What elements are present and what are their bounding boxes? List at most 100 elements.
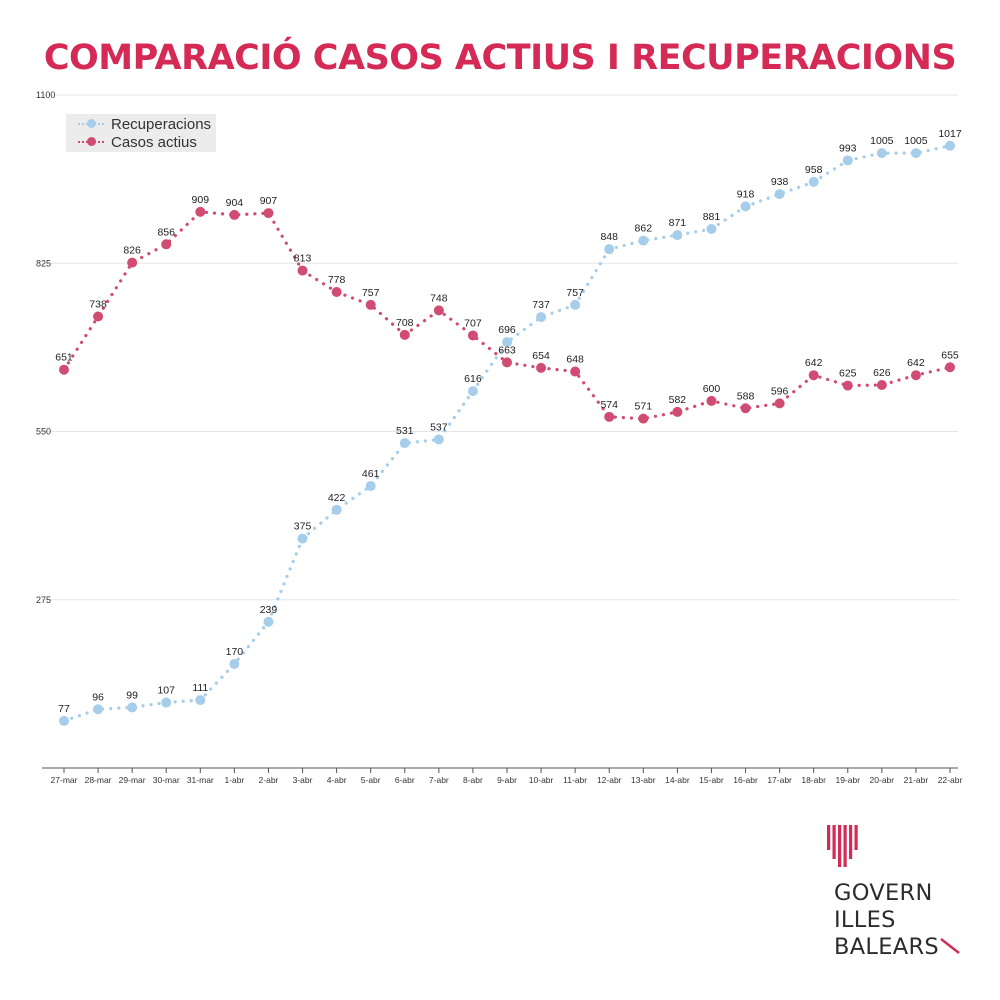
data-point-recuperacions[interactable] (910, 148, 921, 159)
data-point-casos-actius[interactable] (467, 330, 478, 341)
data-point-recuperacions[interactable] (502, 337, 512, 348)
x-tick-label: 5-abr (361, 775, 381, 785)
data-label-casos-actius: 648 (566, 354, 584, 366)
data-point-casos-actius[interactable] (502, 357, 512, 368)
data-point-recuperacions[interactable] (365, 480, 376, 491)
logo-line-1: GOVERN (834, 880, 933, 906)
data-point-casos-actius[interactable] (740, 403, 751, 414)
data-point-recuperacions[interactable] (945, 140, 955, 151)
data-point-casos-actius[interactable] (536, 362, 547, 373)
x-tick-label: 1-abr (224, 775, 244, 785)
grid-lines (42, 94, 958, 601)
data-point-recuperacions[interactable] (127, 702, 138, 713)
data-label-casos-actius: 907 (260, 195, 278, 207)
data-point-casos-actius[interactable] (331, 287, 342, 298)
data-point-recuperacions[interactable] (638, 235, 649, 246)
data-point-recuperacions[interactable] (263, 616, 274, 627)
data-label-recuperacions: 871 (669, 217, 687, 229)
data-point-casos-actius[interactable] (399, 329, 410, 340)
data-point-recuperacions[interactable] (570, 299, 581, 310)
data-point-casos-actius[interactable] (127, 257, 138, 268)
data-label-recuperacions: 696 (498, 324, 516, 336)
legend-item-casos-actius[interactable]: Casos actius (78, 133, 197, 151)
data-label-recuperacions: 958 (805, 164, 823, 176)
x-tick-label: 20-abr (870, 775, 895, 785)
data-label-casos-actius: 904 (226, 197, 244, 209)
data-point-recuperacions[interactable] (876, 148, 887, 159)
series-line-recuperacions (62, 144, 952, 723)
logo-line-3: BALEARS (834, 934, 961, 961)
data-point-recuperacions[interactable] (93, 704, 104, 715)
data-point-recuperacions[interactable] (774, 189, 785, 200)
data-point-recuperacions[interactable] (331, 504, 342, 515)
data-label-casos-actius: 596 (771, 385, 789, 397)
data-point-recuperacions[interactable] (467, 386, 478, 397)
data-point-recuperacions[interactable] (536, 312, 547, 323)
data-point-casos-actius[interactable] (229, 209, 240, 220)
data-point-casos-actius[interactable] (604, 411, 615, 422)
data-label-casos-actius: 826 (123, 245, 141, 257)
data-point-recuperacions[interactable] (399, 438, 410, 449)
data-point-casos-actius[interactable] (774, 398, 785, 409)
data-point-casos-actius[interactable] (706, 395, 717, 406)
data-point-casos-actius[interactable] (910, 370, 921, 381)
legend-label-casos-actius: Casos actius (111, 133, 197, 151)
data-label-recuperacions: 993 (839, 142, 857, 154)
data-point-casos-actius[interactable] (59, 364, 69, 375)
data-label-recuperacions: 757 (566, 287, 584, 299)
data-label-recuperacions: 1005 (904, 135, 928, 147)
data-label-recuperacions: 239 (260, 604, 278, 616)
data-point-recuperacions[interactable] (672, 230, 683, 241)
data-point-casos-actius[interactable] (876, 380, 887, 391)
series-lines (62, 144, 952, 723)
data-label-recuperacions: 111 (192, 682, 208, 694)
x-tick-label: 2-abr (259, 775, 279, 785)
series-points (59, 140, 955, 726)
x-tick-label: 3-abr (293, 775, 313, 785)
govern-logo-text: GOVERN ILLES BALEARS (834, 880, 961, 961)
data-point-casos-actius[interactable] (672, 406, 683, 417)
x-tick-label: 22-abr (938, 775, 963, 785)
data-point-recuperacions[interactable] (842, 155, 853, 166)
data-point-casos-actius[interactable] (433, 305, 444, 316)
data-point-casos-actius[interactable] (195, 206, 206, 217)
data-point-casos-actius[interactable] (297, 265, 308, 276)
data-point-recuperacions[interactable] (297, 533, 308, 544)
data-point-recuperacions[interactable] (59, 715, 69, 726)
x-tick-label: 15-abr (699, 775, 724, 785)
data-label-recuperacions: 375 (294, 521, 312, 533)
logo-slash-icon (940, 938, 960, 954)
data-label-recuperacions: 1005 (870, 135, 894, 147)
data-label-casos-actius: 582 (669, 394, 687, 406)
data-point-casos-actius[interactable] (161, 239, 172, 250)
data-point-recuperacions[interactable] (229, 658, 240, 669)
y-tick-label: 1100 (36, 90, 55, 100)
data-point-casos-actius[interactable] (263, 208, 274, 219)
y-axis-ticks: 275 550 825 1100 (36, 90, 55, 605)
data-label-recuperacions: 99 (126, 689, 138, 701)
data-point-casos-actius[interactable] (808, 370, 819, 381)
y-tick-label: 825 (36, 258, 51, 268)
legend-item-recuperacions[interactable]: Recuperacions (78, 115, 211, 133)
data-label-casos-actius: 778 (328, 274, 346, 286)
data-label-casos-actius: 655 (941, 349, 959, 361)
data-point-casos-actius[interactable] (570, 366, 581, 377)
data-point-recuperacions[interactable] (808, 176, 819, 187)
x-tick-label: 28-mar (85, 775, 112, 785)
data-label-recuperacions: 537 (430, 421, 448, 433)
data-label-casos-actius: 642 (805, 357, 823, 369)
y-tick-label: 550 (36, 427, 51, 437)
data-point-recuperacions[interactable] (433, 434, 444, 445)
data-point-casos-actius[interactable] (365, 299, 376, 310)
data-point-casos-actius[interactable] (93, 311, 104, 322)
data-point-recuperacions[interactable] (195, 695, 206, 706)
data-point-recuperacions[interactable] (706, 223, 717, 234)
data-point-casos-actius[interactable] (842, 380, 853, 391)
y-tick-label: 275 (36, 595, 51, 605)
data-point-recuperacions[interactable] (604, 244, 615, 255)
data-point-casos-actius[interactable] (638, 413, 649, 424)
data-point-recuperacions[interactable] (161, 697, 172, 708)
data-point-recuperacions[interactable] (740, 201, 751, 212)
data-point-casos-actius[interactable] (945, 362, 955, 373)
data-label-casos-actius: 626 (873, 367, 891, 379)
